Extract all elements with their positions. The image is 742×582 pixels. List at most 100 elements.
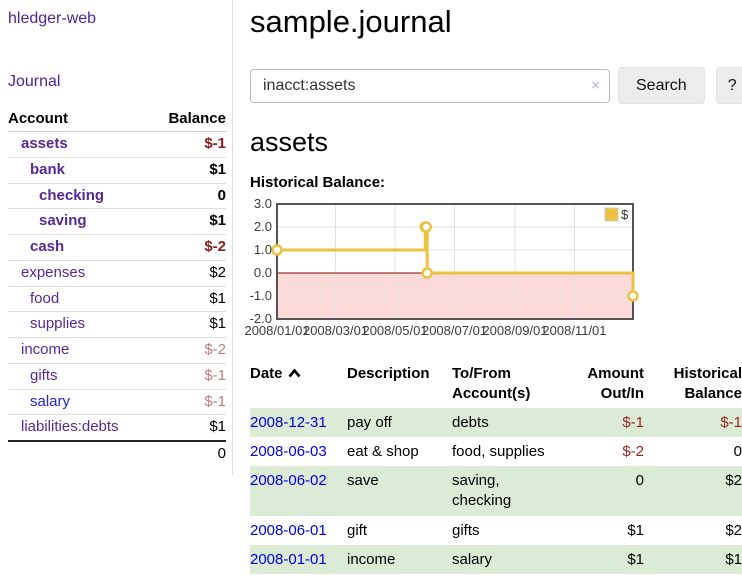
accounts-total-spacer	[8, 440, 152, 467]
page-title: sample.journal	[250, 4, 452, 39]
accounts-table: Account Balance assets $-1 bank $1 checking 0…	[8, 106, 226, 467]
transaction-balance: $1	[644, 544, 742, 574]
register-col-description: Description	[347, 365, 430, 382]
chart-wrap: $3.0 2.0 1.0 0.0 -1.0 -2.0 2008/01/01 2008/03/0…	[244, 196, 720, 341]
account-balance: $1	[151, 414, 226, 442]
account-balance: $1	[151, 208, 226, 235]
account-row: saving $1	[8, 208, 226, 235]
chevron-up-icon	[288, 368, 301, 378]
account-balance: $1	[151, 157, 226, 184]
transaction-amount: $1	[627, 521, 644, 539]
account-link[interactable]: saving	[39, 212, 87, 230]
account-balance: $1	[151, 286, 226, 313]
account-link[interactable]: assets	[21, 135, 68, 152]
transaction-row: 2008-06-01 gift gifts $1 $2	[250, 516, 742, 545]
accounts-total-row: 0	[8, 440, 226, 467]
accounts-table-body: assets $-1 bank $1 checking 0 saving $1 cash $-2 e…	[8, 131, 226, 467]
account-link[interactable]: cash	[30, 238, 65, 255]
sidebar: hledger-web Journal Account Balance asse…	[0, 0, 233, 475]
accounts-col-account: Account	[8, 106, 152, 132]
account-balance: $-1	[151, 363, 226, 390]
register-table: Date Description To/From Account(s) Amou…	[250, 361, 742, 574]
account-balance: $-1	[151, 389, 226, 416]
transaction-accounts: salary	[452, 544, 566, 574]
account-row: checking 0	[8, 183, 226, 210]
transaction-balance: $2	[644, 466, 742, 516]
transaction-accounts: food, supplies	[452, 442, 545, 460]
account-row: food $1	[8, 286, 226, 313]
register-col-balance: Historical Balance	[673, 365, 742, 403]
search-button[interactable]: Search	[618, 67, 705, 104]
transaction-balance: 0	[733, 442, 742, 460]
account-link[interactable]: income	[21, 341, 70, 358]
transaction-row: 2008-06-02 save saving, checking 0 $2	[250, 466, 742, 516]
register-col-amount: Amount Out/In	[587, 365, 644, 403]
transaction-description: save	[347, 466, 452, 516]
account-row: assets $-1	[8, 131, 226, 158]
register-col-accounts: To/From Account(s)	[452, 365, 531, 403]
clear-search-icon[interactable]: ×	[591, 76, 600, 94]
transaction-description: eat & shop	[347, 442, 419, 460]
svg-text:2008/03/01: 2008/03/01	[303, 323, 368, 338]
historical-balance-chart: $3.0 2.0 1.0 0.0 -1.0 -2.02008/01/012008/03/0…	[244, 196, 639, 338]
transaction-accounts: saving, checking	[452, 466, 566, 516]
sidebar-item-journal[interactable]: Journal	[8, 73, 61, 90]
svg-text:1.0: 1.0	[254, 242, 272, 257]
account-link[interactable]: supplies	[30, 315, 86, 333]
account-balance: $1	[151, 311, 226, 338]
transaction-date-link[interactable]: 2008-06-03	[250, 442, 327, 460]
account-link[interactable]: liabilities:debts	[21, 418, 119, 436]
app-title-link[interactable]: hledger-web	[8, 10, 97, 27]
account-link[interactable]: bank	[30, 160, 66, 178]
account-row: bank $1	[8, 157, 226, 184]
chart-title: Historical Balance:	[250, 174, 386, 191]
svg-text:2008/01/01: 2008/01/01	[244, 323, 309, 338]
transaction-accounts: gifts	[452, 521, 480, 539]
account-link[interactable]: salary	[30, 392, 71, 410]
account-heading: assets	[250, 127, 329, 157]
svg-text:2008/07/01: 2008/07/01	[422, 323, 487, 338]
svg-text:-2.0: -2.0	[250, 311, 272, 326]
account-balance: $-1	[151, 131, 226, 158]
transaction-row: 2008-06-03 eat & shop food, supplies $-2 0	[250, 437, 742, 466]
account-row: income $-2	[8, 337, 226, 364]
account-link[interactable]: gifts	[30, 366, 58, 384]
transaction-description: pay off	[347, 407, 452, 437]
svg-text:2008/09/01: 2008/09/01	[482, 323, 547, 338]
transaction-date-link[interactable]: 2008-06-02	[250, 472, 327, 489]
register-col-date[interactable]: Date	[250, 361, 347, 408]
svg-text:3.0: 3.0	[254, 196, 272, 211]
transaction-date-link[interactable]: 2008-01-01	[250, 550, 327, 568]
help-button[interactable]: ?	[715, 67, 742, 104]
account-row: gifts $-1	[8, 363, 226, 390]
account-row: supplies $1	[8, 311, 226, 338]
account-link[interactable]: checking	[39, 186, 105, 204]
main-content: sample.journal × Search ? assets Histori…	[233, 0, 742, 574]
search-form: × Search ?	[250, 67, 742, 104]
transaction-amount: $1	[566, 544, 644, 574]
transaction-amount: $-2	[622, 442, 644, 460]
account-balance: $2	[151, 260, 226, 287]
account-link[interactable]: food	[30, 289, 60, 307]
svg-text:2008/05/01: 2008/05/01	[362, 323, 427, 338]
svg-text:2008/11/01: 2008/11/01	[542, 323, 606, 338]
register-table-body: 2008-12-31 pay off debts $-1 $-1 2008-06-03 ea…	[250, 407, 742, 574]
svg-text:0.0: 0.0	[254, 265, 272, 280]
search-input[interactable]	[250, 68, 610, 103]
transaction-date-link[interactable]: 2008-12-31	[250, 413, 327, 431]
transaction-amount: 0	[566, 466, 644, 516]
account-balance: 0	[151, 183, 226, 210]
transaction-date-link[interactable]: 2008-06-01	[250, 521, 327, 539]
search-box: ×	[250, 68, 610, 103]
account-balance: $-2	[151, 234, 226, 261]
svg-text:$: $	[621, 207, 629, 222]
svg-text:-1.0: -1.0	[250, 288, 272, 303]
transaction-row: 2008-01-01 income salary $1 $1	[250, 544, 742, 574]
account-balance: $-2	[151, 337, 226, 364]
transaction-description: gift	[347, 521, 368, 539]
accounts-total-value: 0	[151, 440, 226, 467]
transaction-amount: $-1	[566, 407, 644, 437]
account-link[interactable]: expenses	[21, 263, 86, 281]
transaction-accounts: debts	[452, 407, 566, 437]
